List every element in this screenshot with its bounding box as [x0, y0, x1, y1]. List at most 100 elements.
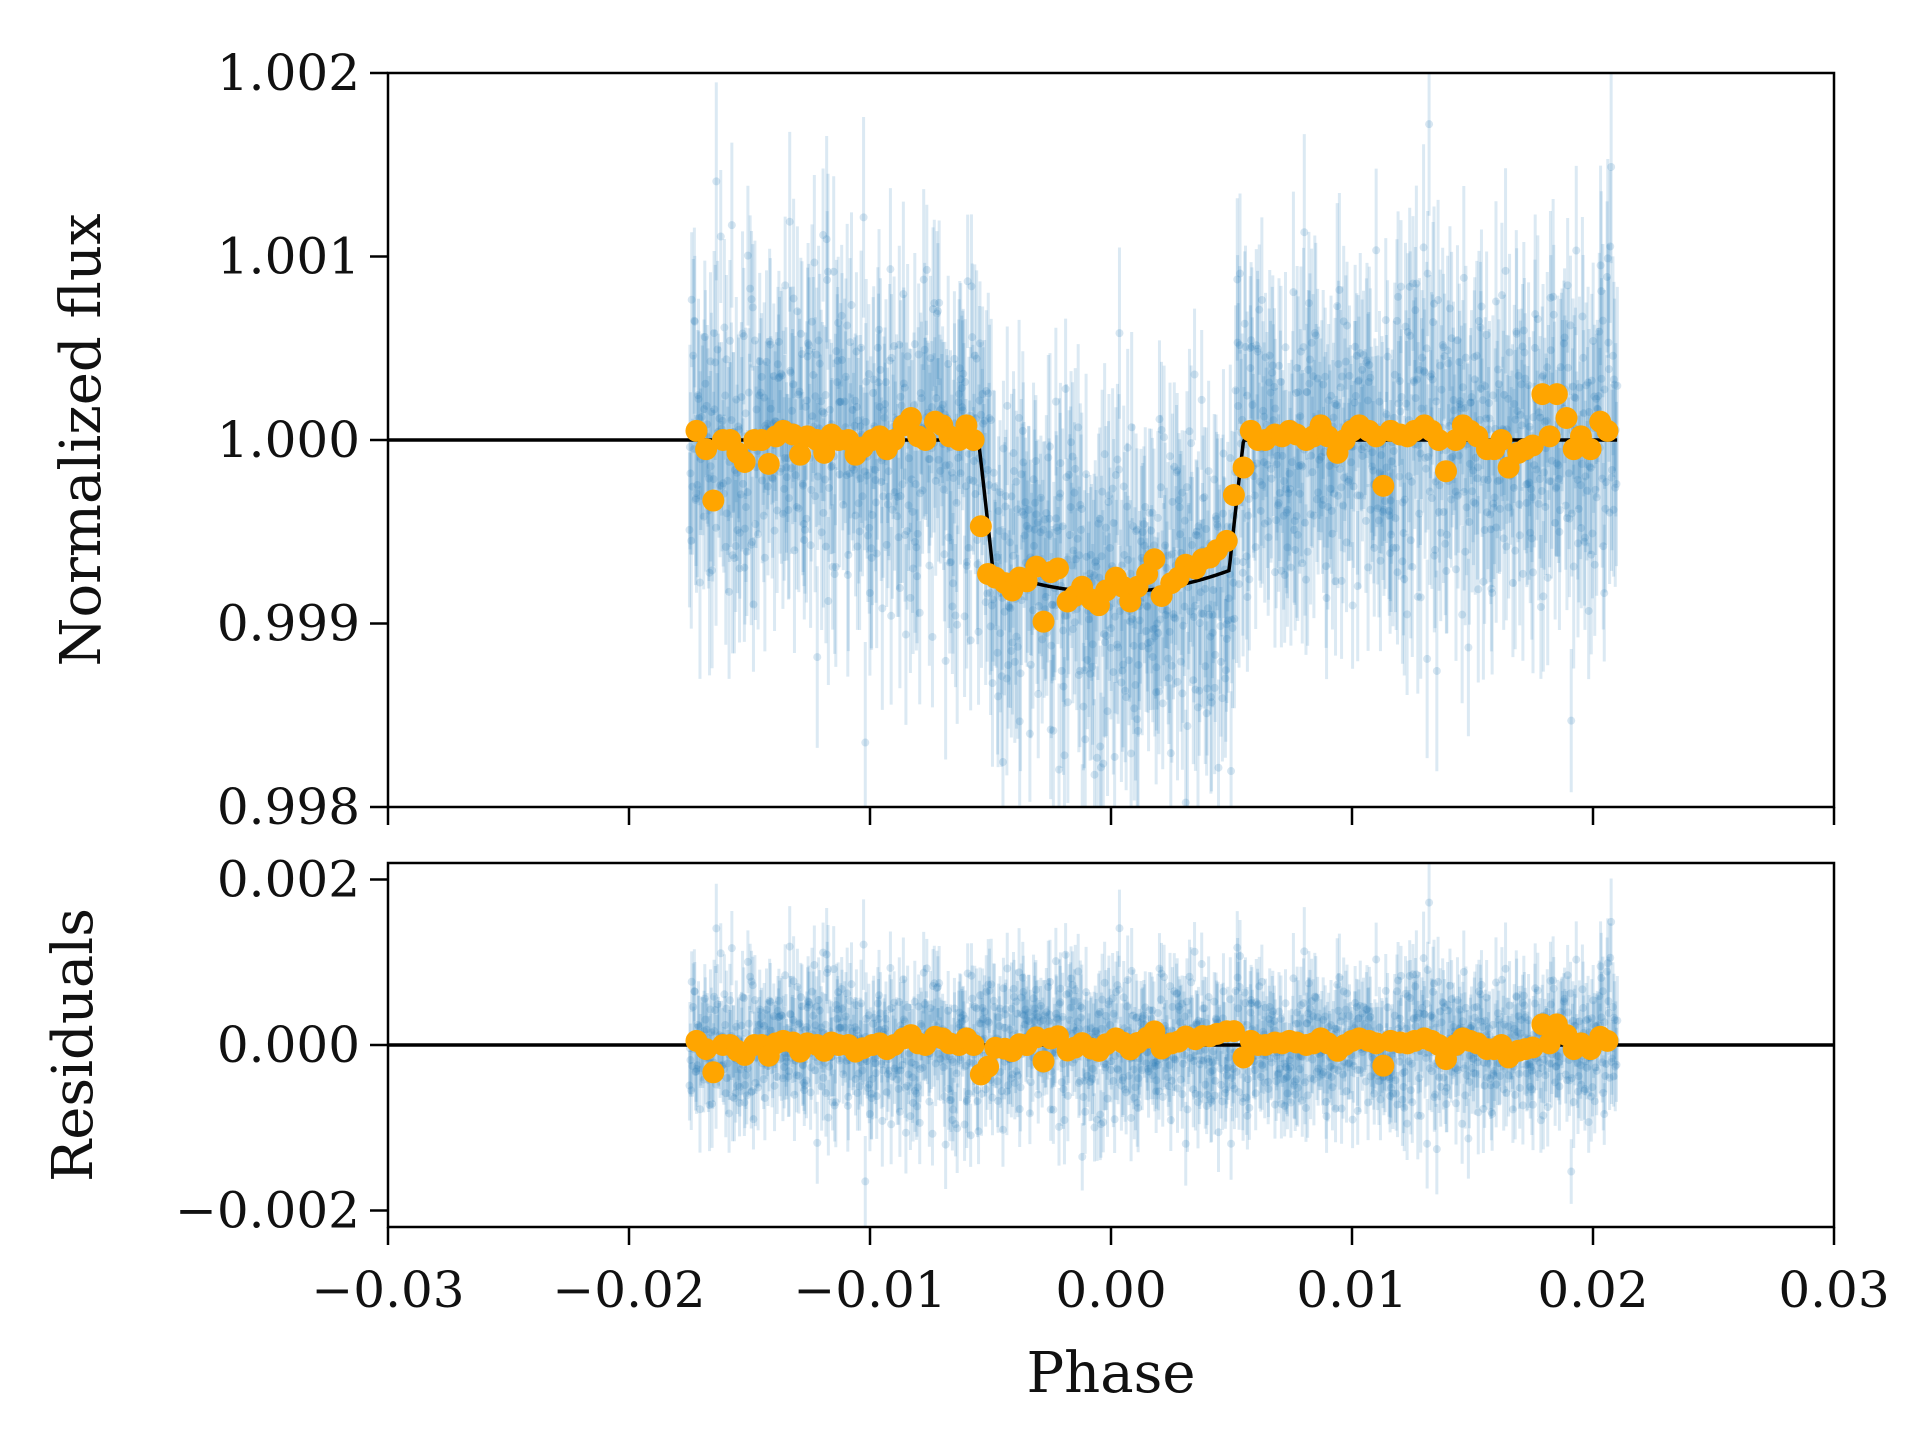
- raw-point: [1183, 722, 1191, 730]
- residual-point: [873, 1092, 881, 1100]
- raw-point: [1205, 467, 1213, 475]
- residual-point: [1245, 1104, 1253, 1112]
- raw-point: [935, 299, 943, 307]
- raw-point: [712, 177, 720, 185]
- residual-point: [1049, 1106, 1057, 1114]
- top-y-ticks: 0.998 0.999 1.000 1.001 1.002: [217, 44, 388, 836]
- residual-point: [928, 1130, 936, 1138]
- residual-point: [860, 941, 868, 949]
- residual-point: [1017, 1083, 1025, 1091]
- residual-point: [886, 964, 894, 972]
- raw-point: [1408, 563, 1416, 571]
- residual-point: [1236, 952, 1244, 960]
- raw-point: [967, 636, 975, 644]
- residual-point: [1046, 978, 1054, 986]
- raw-point: [860, 213, 868, 221]
- raw-point: [1159, 699, 1167, 707]
- raw-point: [1567, 717, 1575, 725]
- raw-point: [942, 657, 950, 665]
- raw-point: [1198, 396, 1206, 404]
- raw-point: [1474, 585, 1482, 593]
- raw-point: [886, 265, 894, 273]
- residual-point: [953, 1124, 961, 1132]
- raw-point: [1477, 303, 1485, 311]
- raw-point: [1539, 592, 1547, 600]
- top-y-tick-label: 1.002: [217, 44, 360, 102]
- raw-point: [824, 597, 832, 605]
- raw-point: [1049, 727, 1057, 735]
- raw-point: [923, 266, 931, 274]
- binned-point: [702, 490, 724, 512]
- raw-point: [847, 301, 855, 309]
- residual-point: [712, 924, 720, 932]
- raw-point: [873, 549, 881, 557]
- raw-point: [1191, 370, 1199, 378]
- binned-point: [963, 429, 985, 451]
- binned-point: [1233, 457, 1255, 479]
- binned-point: [970, 515, 992, 537]
- raw-point: [1017, 669, 1025, 677]
- raw-point: [1462, 354, 1470, 362]
- binned-point: [1596, 420, 1618, 442]
- top-raw-points: [685, 33, 1621, 914]
- raw-point: [1078, 835, 1086, 843]
- raw-point: [928, 633, 936, 641]
- residual-point: [1191, 948, 1199, 956]
- raw-point: [1464, 644, 1472, 652]
- residual-point: [861, 1177, 869, 1185]
- raw-point: [1425, 120, 1433, 128]
- residual-point: [1078, 1153, 1086, 1161]
- top-x-ticks: [388, 807, 1834, 825]
- raw-point: [1417, 593, 1425, 601]
- top-panel: 0.998 0.999 1.000 1.001 1.002 Normalized flu…: [49, 33, 1834, 914]
- residual-point: [902, 1129, 910, 1137]
- top-y-tick-label: 1.000: [217, 411, 360, 469]
- raw-point: [887, 612, 895, 620]
- residual-point: [1183, 1105, 1191, 1113]
- raw-point: [1064, 698, 1072, 706]
- binned-point: [1539, 425, 1561, 447]
- residual-point: [813, 1139, 821, 1147]
- residual-point: [967, 1131, 975, 1139]
- raw-point: [878, 604, 886, 612]
- residual-point: [781, 971, 789, 979]
- raw-point: [813, 653, 821, 661]
- raw-point: [1613, 382, 1621, 390]
- residual-point: [1115, 986, 1123, 994]
- binned-point: [1223, 484, 1245, 506]
- raw-point: [861, 739, 869, 747]
- raw-point: [1423, 655, 1431, 663]
- top-y-tick-label: 0.998: [217, 778, 360, 836]
- residual-point: [728, 944, 736, 952]
- raw-point: [781, 281, 789, 289]
- top-y-tick-label: 1.001: [217, 228, 360, 286]
- residual-point: [942, 1141, 950, 1149]
- binned-point: [1580, 438, 1602, 460]
- raw-point: [916, 609, 924, 617]
- raw-point: [1227, 767, 1235, 775]
- raw-point: [1115, 329, 1123, 337]
- raw-point: [1160, 433, 1168, 441]
- residual-point: [1081, 1108, 1089, 1116]
- raw-point: [1211, 651, 1219, 659]
- raw-point: [1349, 601, 1357, 609]
- top-y-axis-label: Normalized flux: [49, 213, 114, 666]
- residual-point: [935, 979, 943, 987]
- binned-point: [1216, 530, 1238, 552]
- residual-point: [1064, 1092, 1072, 1100]
- binned-point: [1033, 611, 1055, 633]
- binned-point: [758, 453, 780, 475]
- raw-point: [1214, 764, 1222, 772]
- raw-point: [1115, 466, 1123, 474]
- raw-point: [1534, 315, 1542, 323]
- residual-point: [1115, 924, 1123, 932]
- residual-point: [916, 1119, 924, 1127]
- top-y-tick-label: 0.999: [217, 595, 360, 653]
- raw-point: [1046, 443, 1054, 451]
- raw-point: [953, 621, 961, 629]
- binned-point: [1555, 407, 1577, 429]
- raw-point: [1236, 270, 1244, 278]
- residual-point: [887, 1120, 895, 1128]
